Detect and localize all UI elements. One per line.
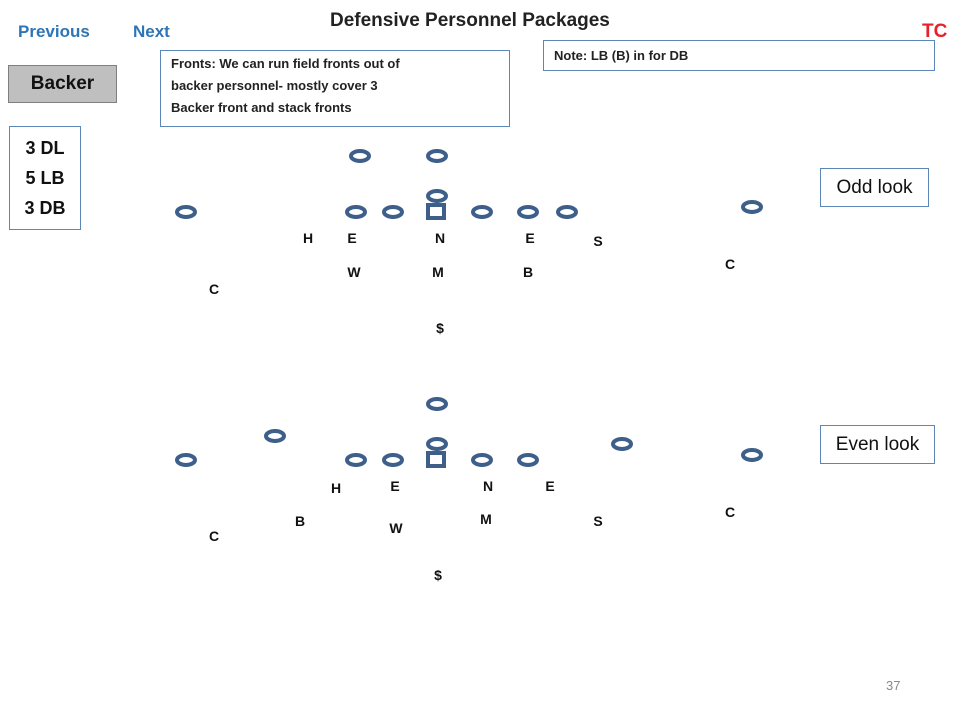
odd-look-button[interactable]: Odd look bbox=[820, 168, 929, 207]
even-defender-m: M bbox=[480, 511, 492, 527]
odd-defender-b: B bbox=[522, 264, 534, 280]
even-wing-left-marker bbox=[264, 429, 286, 443]
fronts-note-line-2: backer personnel- mostly cover 3 bbox=[171, 78, 378, 93]
even-defender-c-right: C bbox=[724, 504, 736, 520]
odd-defender-c-left: C bbox=[208, 281, 220, 297]
even-center-marker bbox=[426, 451, 446, 468]
personnel-box: 3 DL 5 LB 3 DB bbox=[9, 126, 81, 230]
odd-defender-c-right: C bbox=[724, 256, 736, 272]
odd-qb-marker bbox=[426, 189, 448, 203]
tc-link[interactable]: TC bbox=[922, 21, 948, 42]
even-receiver-right-marker bbox=[741, 448, 763, 462]
odd-defender-h: H bbox=[302, 230, 314, 246]
personnel-db: 3 DB bbox=[24, 198, 66, 218]
fronts-note-line-1: Fronts: We can run field fronts out of bbox=[171, 56, 400, 71]
odd-guard-left-marker bbox=[382, 205, 404, 219]
odd-back-left-marker bbox=[349, 149, 371, 163]
odd-defender-m: M bbox=[432, 264, 444, 280]
even-defender-e-right: E bbox=[545, 478, 555, 494]
even-tackle-right-marker bbox=[517, 453, 539, 467]
even-look-button[interactable]: Even look bbox=[820, 425, 935, 464]
odd-back-right-marker bbox=[426, 149, 448, 163]
odd-receiver-left-marker bbox=[175, 205, 197, 219]
even-defender-safety: $ bbox=[434, 567, 442, 583]
even-back-marker bbox=[426, 397, 448, 411]
personnel-dl: 3 DL bbox=[25, 138, 65, 158]
even-wing-right-marker bbox=[611, 437, 633, 451]
even-tackle-left-marker bbox=[345, 453, 367, 467]
backer-button[interactable]: Backer bbox=[8, 65, 117, 103]
odd-tight-end-marker bbox=[556, 205, 578, 219]
fronts-note: Fronts: We can run field fronts out of b… bbox=[160, 50, 510, 127]
odd-center-marker bbox=[426, 203, 446, 220]
page-title: Defensive Personnel Packages bbox=[330, 10, 610, 31]
even-defender-s: S bbox=[593, 513, 603, 529]
even-defender-h: H bbox=[330, 480, 342, 496]
odd-defender-e-right: E bbox=[525, 230, 535, 246]
next-link[interactable]: Next bbox=[133, 22, 170, 41]
odd-tackle-right-marker bbox=[517, 205, 539, 219]
personnel-lb: 5 LB bbox=[25, 168, 65, 188]
odd-defender-safety: $ bbox=[436, 320, 444, 336]
even-defender-e-left: E bbox=[390, 478, 400, 494]
odd-receiver-right-marker bbox=[741, 200, 763, 214]
even-defender-n: N bbox=[482, 478, 494, 494]
even-defender-b: B bbox=[294, 513, 306, 529]
odd-guard-right-marker bbox=[471, 205, 493, 219]
even-qb-marker bbox=[426, 437, 448, 451]
side-note: Note: LB (B) in for DB bbox=[543, 40, 935, 71]
odd-defender-e-left: E bbox=[347, 230, 357, 246]
even-defender-c-left: C bbox=[208, 528, 220, 544]
odd-defender-s: S bbox=[593, 233, 603, 249]
even-defender-w: W bbox=[389, 520, 403, 536]
even-receiver-left-marker bbox=[175, 453, 197, 467]
previous-link[interactable]: Previous bbox=[18, 22, 90, 41]
fronts-note-line-3: Backer front and stack fronts bbox=[171, 100, 352, 115]
even-guard-left-marker bbox=[382, 453, 404, 467]
slide-number: 37 bbox=[886, 678, 901, 693]
odd-defender-w: W bbox=[347, 264, 361, 280]
odd-tackle-left-marker bbox=[345, 205, 367, 219]
odd-defender-n: N bbox=[434, 230, 446, 246]
even-guard-right-marker bbox=[471, 453, 493, 467]
